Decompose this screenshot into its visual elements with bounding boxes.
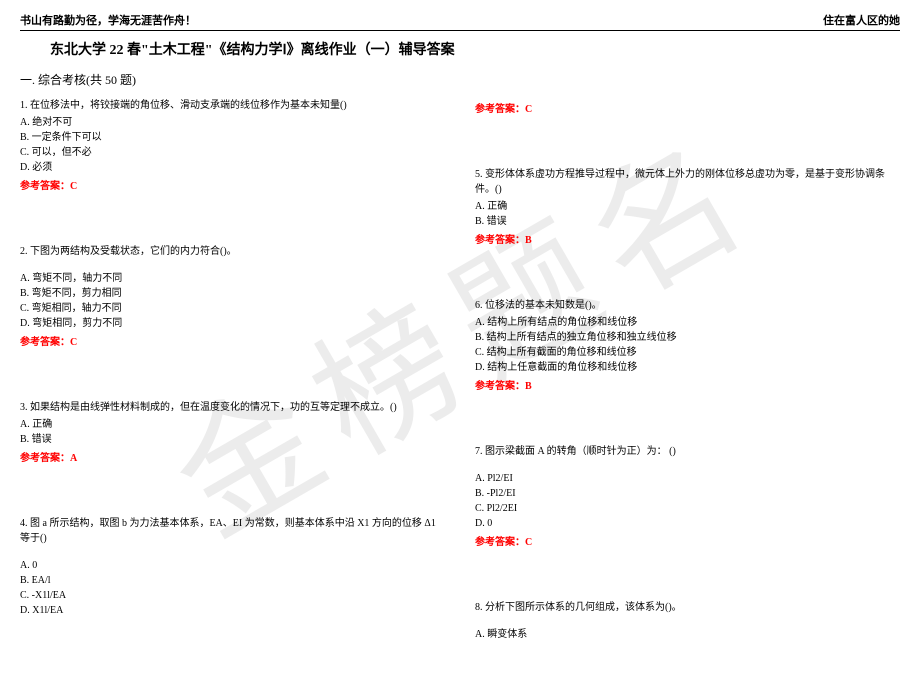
q2-opt-c: C. 弯矩相同，轴力不同 <box>20 301 445 316</box>
q7-opt-b: B. -Pl2/EI <box>475 486 900 501</box>
q4-opt-a: A. 0 <box>20 558 445 573</box>
q6-opt-c: C. 结构上所有截面的角位移和线位移 <box>475 345 900 360</box>
q4-answer: 参考答案：C <box>475 102 900 117</box>
q1-opt-b: B. 一定条件下可以 <box>20 130 445 145</box>
q5-stem: 5. 变形体体系虚功方程推导过程中，微元体上外力的刚体位移总虚功为零，是基于变形… <box>475 167 900 197</box>
q4-opt-c: C. -X1l/EA <box>20 588 445 603</box>
q4-answer-block: 参考答案：C <box>475 102 900 117</box>
question-8: 8. 分析下图所示体系的几何组成，该体系为()。 A. 瞬变体系 <box>475 600 900 642</box>
question-3: 3. 如果结构是由线弹性材料制成的，但在温度变化的情况下，功的互等定理不成立。(… <box>20 400 445 466</box>
q1-answer: 参考答案：C <box>20 179 445 194</box>
q5-opt-a: A. 正确 <box>475 199 900 214</box>
q6-stem: 6. 位移法的基本未知数是()。 <box>475 298 900 313</box>
q1-opt-c: C. 可以，但不必 <box>20 145 445 160</box>
q8-opt-a: A. 瞬变体系 <box>475 627 900 642</box>
right-column: 参考答案：C 5. 变形体体系虚功方程推导过程中，微元体上外力的刚体位移总虚功为… <box>475 98 900 672</box>
q3-answer: 参考答案：A <box>20 451 445 466</box>
q7-opt-a: A. Pl2/EI <box>475 471 900 486</box>
question-6: 6. 位移法的基本未知数是()。 A. 结构上所有结点的角位移和线位移 B. 结… <box>475 298 900 394</box>
q5-answer: 参考答案：B <box>475 233 900 248</box>
q1-opt-a: A. 绝对不可 <box>20 115 445 130</box>
q4-opt-d: D. X1l/EA <box>20 603 445 618</box>
q2-answer: 参考答案：C <box>20 335 445 350</box>
q1-stem: 1. 在位移法中，将铰接端的角位移、滑动支承端的线位移作为基本未知量() <box>20 98 445 113</box>
q2-opt-a: A. 弯矩不同，轴力不同 <box>20 271 445 286</box>
q8-stem: 8. 分析下图所示体系的几何组成，该体系为()。 <box>475 600 900 615</box>
q2-opt-d: D. 弯矩相同，剪力不同 <box>20 316 445 331</box>
header-right: 住在富人区的她 <box>823 12 900 28</box>
q7-opt-d: D. 0 <box>475 516 900 531</box>
question-4: 4. 图 a 所示结构，取图 b 为力法基本体系，EA、EI 为常数，则基本体系… <box>20 516 445 618</box>
q3-opt-a: A. 正确 <box>20 417 445 432</box>
q2-stem: 2. 下图为两结构及受载状态，它们的内力符合()。 <box>20 244 445 259</box>
q2-opt-b: B. 弯矩不同，剪力相同 <box>20 286 445 301</box>
q6-answer: 参考答案：B <box>475 379 900 394</box>
question-2: 2. 下图为两结构及受载状态，它们的内力符合()。 A. 弯矩不同，轴力不同 B… <box>20 244 445 350</box>
question-1: 1. 在位移法中，将铰接端的角位移、滑动支承端的线位移作为基本未知量() A. … <box>20 98 445 194</box>
q3-opt-b: B. 错误 <box>20 432 445 447</box>
q3-stem: 3. 如果结构是由线弹性材料制成的，但在温度变化的情况下，功的互等定理不成立。(… <box>20 400 445 415</box>
question-7: 7. 图示梁截面 A 的转角（顺时针为正）为： () A. Pl2/EI B. … <box>475 444 900 550</box>
columns: 1. 在位移法中，将铰接端的角位移、滑动支承端的线位移作为基本未知量() A. … <box>20 98 900 672</box>
q4-stem: 4. 图 a 所示结构，取图 b 为力法基本体系，EA、EI 为常数，则基本体系… <box>20 516 445 546</box>
q7-opt-c: C. Pl2/2EI <box>475 501 900 516</box>
q7-answer: 参考答案：C <box>475 535 900 550</box>
q7-stem: 7. 图示梁截面 A 的转角（顺时针为正）为： () <box>475 444 900 459</box>
q4-opt-b: B. EA/l <box>20 573 445 588</box>
page-content: 书山有路勤为径，学海无涯苦作舟！ 住在富人区的她 东北大学 22 春"土木工程"… <box>0 0 920 684</box>
q6-opt-b: B. 结构上所有结点的独立角位移和独立线位移 <box>475 330 900 345</box>
left-column: 1. 在位移法中，将铰接端的角位移、滑动支承端的线位移作为基本未知量() A. … <box>20 98 445 672</box>
q5-opt-b: B. 错误 <box>475 214 900 229</box>
question-5: 5. 变形体体系虚功方程推导过程中，微元体上外力的刚体位移总虚功为零，是基于变形… <box>475 167 900 248</box>
q6-opt-a: A. 结构上所有结点的角位移和线位移 <box>475 315 900 330</box>
section-title: 一. 综合考核(共 50 题) <box>20 71 900 88</box>
q6-opt-d: D. 结构上任意截面的角位移和线位移 <box>475 360 900 375</box>
top-header: 书山有路勤为径，学海无涯苦作舟！ 住在富人区的她 <box>20 12 900 31</box>
q1-opt-d: D. 必须 <box>20 160 445 175</box>
doc-title: 东北大学 22 春"土木工程"《结构力学Ⅰ》离线作业（一）辅导答案 <box>50 39 900 59</box>
header-left: 书山有路勤为径，学海无涯苦作舟！ <box>20 12 196 28</box>
